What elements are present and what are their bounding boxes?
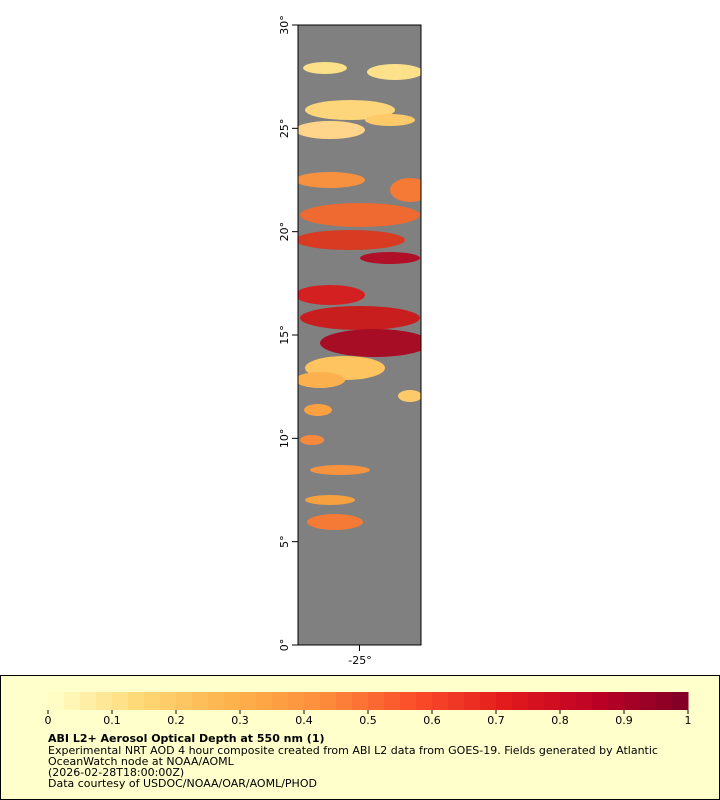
- legend-note: Experimental NRT AOD 4 hour composite cr…: [48, 744, 658, 757]
- colorbar-cell: [576, 692, 593, 710]
- x-tick-label: -25°: [348, 654, 371, 667]
- colorbar-tick-label: 0.5: [359, 714, 377, 727]
- y-tick-label: 5°: [278, 535, 291, 548]
- colorbar-cell: [240, 692, 257, 710]
- colorbar-cell: [608, 692, 625, 710]
- y-tick-label: 20°: [278, 222, 291, 242]
- colorbar-tick-label: 0.8: [551, 714, 569, 727]
- colorbar-cell: [96, 692, 113, 710]
- colorbar-cell: [368, 692, 385, 710]
- colorbar-cell: [544, 692, 561, 710]
- colorbar-cell: [496, 692, 513, 710]
- colorbar-cell: [400, 692, 417, 710]
- colorbar-cell: [512, 692, 529, 710]
- colorbar-cell: [480, 692, 497, 710]
- colorbar-tick-label: 0.6: [423, 714, 441, 727]
- colorbar-cell: [144, 692, 161, 710]
- colorbar-tick-label: 1: [685, 714, 692, 727]
- colorbar-cell: [64, 692, 81, 710]
- colorbar-cell: [48, 692, 65, 710]
- colorbar-cell: [640, 692, 657, 710]
- y-tick-label: 15°: [278, 325, 291, 345]
- colorbar-cell: [272, 692, 289, 710]
- colorbar-cell: [128, 692, 145, 710]
- colorbar-cell: [320, 692, 337, 710]
- colorbar-tick-label: 0.2: [167, 714, 185, 727]
- y-tick-label: 10°: [278, 429, 291, 449]
- colorbar-cell: [464, 692, 481, 710]
- colorbar-cell: [80, 692, 97, 710]
- aod-field: [298, 62, 421, 530]
- colorbar-cell: [224, 692, 241, 710]
- colorbar-cell: [384, 692, 401, 710]
- y-tick-label: 25°: [278, 119, 291, 139]
- colorbar-tick-label: 0.3: [231, 714, 249, 727]
- colorbar-cell: [592, 692, 609, 710]
- colorbar-cell: [336, 692, 353, 710]
- colorbar-tick-label: 0.1: [103, 714, 121, 727]
- colorbar-cell: [416, 692, 433, 710]
- colorbar-cell: [176, 692, 193, 710]
- colorbar-cell: [528, 692, 545, 710]
- colorbar-tick-label: 0: [45, 714, 52, 727]
- y-tick-label: 30°: [278, 15, 291, 35]
- y-tick-label: 0°: [278, 639, 291, 652]
- colorbar-cell: [256, 692, 273, 710]
- colorbar-cell: [304, 692, 321, 710]
- legend-note: Data courtesy of USDOC/NOAA/OAR/AOML/PHO…: [48, 777, 317, 790]
- legend-note: OceanWatch node at NOAA/AOML: [48, 755, 235, 768]
- colorbar-tick-label: 0.4: [295, 714, 313, 727]
- legend-note: (2026-02-28T18:00:00Z): [48, 766, 184, 779]
- colorbar-cell: [672, 692, 689, 710]
- colorbar-cell: [352, 692, 369, 710]
- colorbar-cell: [288, 692, 305, 710]
- colorbar-cell: [432, 692, 449, 710]
- colorbar-cell: [448, 692, 465, 710]
- colorbar-cell: [624, 692, 641, 710]
- colorbar-cell: [160, 692, 177, 710]
- colorbar-tick-label: 0.9: [615, 714, 633, 727]
- colorbar-cell: [656, 692, 673, 710]
- colorbar-cell: [192, 692, 209, 710]
- colorbar-tick-label: 0.7: [487, 714, 505, 727]
- legend-title: ABI L2+ Aerosol Optical Depth at 550 nm …: [48, 732, 325, 745]
- colorbar-cell: [112, 692, 129, 710]
- colorbar-cell: [208, 692, 225, 710]
- colorbar-cell: [560, 692, 577, 710]
